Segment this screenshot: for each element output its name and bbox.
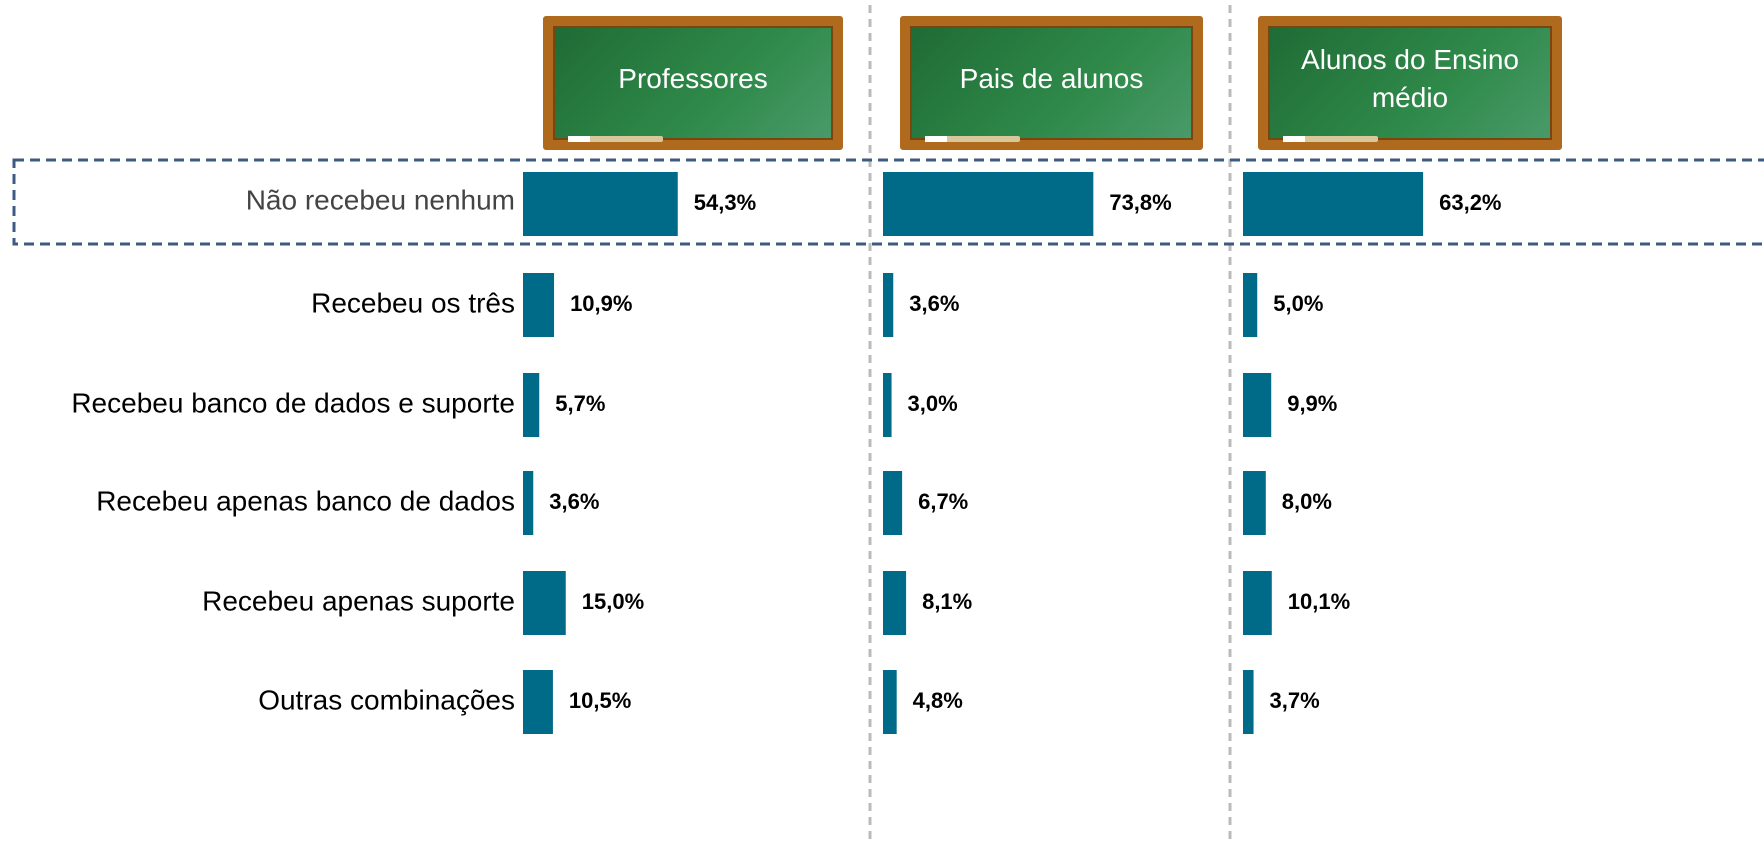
board-ledge xyxy=(930,136,1020,142)
bar xyxy=(883,471,903,535)
highlight-box xyxy=(12,158,1764,246)
category-label: Outras combinações xyxy=(258,684,515,715)
value-label: 4,8% xyxy=(913,688,963,713)
bar xyxy=(1243,471,1266,535)
value-label: 10,9% xyxy=(570,291,632,316)
value-label: 8,1% xyxy=(922,589,972,614)
bar xyxy=(883,670,897,734)
bar xyxy=(883,172,1094,236)
bar xyxy=(883,273,894,337)
value-label: 3,7% xyxy=(1270,688,1320,713)
bar xyxy=(523,273,555,337)
value-label: 63,2% xyxy=(1439,190,1501,215)
board-ledge xyxy=(573,136,663,142)
bar xyxy=(1243,670,1254,734)
category-label: Não recebeu nenhum xyxy=(246,184,515,215)
bar xyxy=(523,373,540,437)
board-ledge xyxy=(1288,136,1378,142)
panel-title: Alunos do Ensino médio xyxy=(1258,16,1562,150)
value-label: 15,0% xyxy=(582,589,644,614)
value-label: 5,7% xyxy=(555,391,605,416)
bar xyxy=(1243,571,1272,635)
bar xyxy=(883,373,892,437)
bar xyxy=(523,172,678,236)
chalk xyxy=(925,136,947,142)
value-label: 3,6% xyxy=(549,489,599,514)
panel-title-text: Alunos do Ensino médio xyxy=(1301,44,1519,113)
bar xyxy=(523,571,566,635)
category-label: Recebeu os três xyxy=(311,287,515,318)
panel-title: Pais de alunos xyxy=(900,16,1203,150)
bar xyxy=(523,670,553,734)
panel-title-text: Professores xyxy=(618,63,768,94)
value-label: 6,7% xyxy=(918,489,968,514)
bar xyxy=(523,471,534,535)
value-label: 73,8% xyxy=(1109,190,1171,215)
value-label: 8,0% xyxy=(1282,489,1332,514)
value-label: 5,0% xyxy=(1273,291,1323,316)
value-label: 9,9% xyxy=(1287,391,1337,416)
value-label: 10,5% xyxy=(569,688,631,713)
category-label: Recebeu apenas banco de dados xyxy=(96,485,515,516)
chalk xyxy=(1283,136,1305,142)
bar xyxy=(1243,373,1272,437)
chalk xyxy=(568,136,590,142)
category-label: Recebeu apenas suporte xyxy=(202,585,515,616)
panel-title-text: Pais de alunos xyxy=(959,63,1144,94)
panel-title: Professores xyxy=(543,16,843,150)
category-label: Recebeu banco de dados e suporte xyxy=(71,387,515,418)
value-label: 54,3% xyxy=(694,190,756,215)
bar xyxy=(883,571,907,635)
value-label: 3,0% xyxy=(908,391,958,416)
bar xyxy=(1243,273,1258,337)
value-label: 10,1% xyxy=(1288,589,1350,614)
bar xyxy=(1243,172,1424,236)
value-label: 3,6% xyxy=(909,291,959,316)
